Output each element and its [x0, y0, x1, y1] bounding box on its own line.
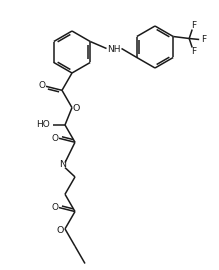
- Text: F: F: [192, 47, 197, 56]
- Text: F: F: [202, 35, 207, 44]
- Text: F: F: [192, 21, 197, 30]
- Text: O: O: [51, 134, 58, 143]
- Text: HO: HO: [36, 120, 50, 129]
- Text: O: O: [39, 81, 46, 90]
- Text: O: O: [51, 203, 58, 212]
- Text: N: N: [60, 160, 67, 169]
- Text: O: O: [56, 226, 64, 235]
- Text: O: O: [72, 104, 80, 113]
- Text: NH: NH: [107, 45, 120, 54]
